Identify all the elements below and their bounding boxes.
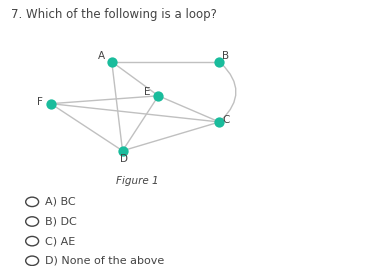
FancyArrowPatch shape [221, 64, 236, 120]
Point [217, 60, 222, 64]
Text: D: D [120, 154, 128, 164]
Text: B) DC: B) DC [45, 217, 77, 227]
Text: D) None of the above: D) None of the above [45, 256, 164, 266]
Text: E: E [144, 87, 151, 97]
Point [48, 102, 54, 106]
Point [120, 149, 126, 153]
Text: F: F [37, 96, 43, 107]
Text: C) AE: C) AE [45, 236, 75, 246]
Point [156, 94, 161, 98]
Text: A: A [98, 51, 105, 61]
Point [217, 120, 222, 124]
Text: B: B [222, 51, 229, 61]
Text: 7. Which of the following is a loop?: 7. Which of the following is a loop? [11, 8, 217, 21]
Text: A) BC: A) BC [45, 197, 76, 207]
Text: C: C [222, 115, 229, 125]
Point [109, 60, 115, 64]
Text: Figure 1: Figure 1 [116, 176, 158, 186]
